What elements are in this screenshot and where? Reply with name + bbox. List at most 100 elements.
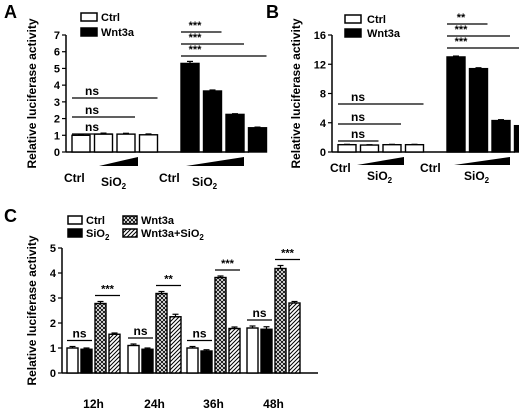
xgroup-b-ctrl-left: Ctrl xyxy=(330,161,351,175)
gradient-wedge-a-left xyxy=(99,157,138,166)
panel-b-wnt3a-bar xyxy=(468,67,489,153)
panel-c-ytick-label: 2 xyxy=(50,318,56,330)
panel-a-ctrl-bar xyxy=(116,133,136,153)
panel-c-ctrl-bar xyxy=(127,344,140,374)
panel-c-wnt3a-sio2-bar xyxy=(169,316,182,374)
panel-a-wnt3a-bar xyxy=(202,90,223,153)
panel-a-ytick-label: 1 xyxy=(54,130,60,142)
panel-c-y-axis-label: Relative luciferase activity xyxy=(25,235,39,385)
panel-c-wnt3a-bar xyxy=(155,292,168,374)
panel-b-ctrl-bar xyxy=(404,143,425,153)
xaxis-groups-b: Ctrl SiO2 Ctrl SiO2 xyxy=(330,157,510,185)
panel-c-sio2-bar xyxy=(260,328,273,374)
panel-a-sig-label: ns xyxy=(85,120,99,134)
legend-b: Ctrl Wnt3a xyxy=(344,14,401,40)
legend-a-wnt3a-label: Wnt3a xyxy=(101,27,135,39)
panel-b-ytick-label: 8 xyxy=(320,89,326,101)
panel-c-sig-label: ns xyxy=(72,327,86,341)
panel-c-plot: 0 1 2 3 4 5 Relative luciferase activity 12h ns *… xyxy=(25,235,318,411)
panel-b-y-axis-label: Relative luciferase activity xyxy=(289,18,303,168)
panel-a-wnt3a-bar xyxy=(225,113,245,153)
panel-b-ctrl-bar xyxy=(337,143,357,153)
panel-c-wnt3a-sio2-bar xyxy=(288,302,301,374)
panel-c-wnt3a-sio2-bar xyxy=(108,333,121,374)
gradient-wedge-b-right xyxy=(454,157,510,165)
legend-c-combo-swatch xyxy=(122,228,138,238)
panel-c-category-label: 36h xyxy=(203,397,224,411)
legend-b-ctrl-swatch xyxy=(344,14,362,24)
panel-c-sio2-bar xyxy=(80,348,93,374)
panel-a-ytick-label: 6 xyxy=(54,47,60,59)
panel-c-sig-label: *** xyxy=(221,258,235,270)
panel-c-ytick-label: 3 xyxy=(50,293,56,305)
panel-b-ytick-label: 16 xyxy=(314,30,326,42)
legend-c-sio2-swatch xyxy=(67,228,83,238)
legend-b-wnt3a-label: Wnt3a xyxy=(367,28,401,40)
panel-a-sig-label: *** xyxy=(189,20,203,32)
panel-c-ctrl-bar xyxy=(186,347,199,374)
xgroup-b-sio2-left: SiO2 xyxy=(367,169,393,185)
legend-c-ctrl-swatch xyxy=(67,215,83,225)
panel-a-wnt3a-bar xyxy=(247,127,268,153)
panel-a-y-axis-label: Relative luciferase activity xyxy=(25,18,39,168)
panel-a-ytick-label: 5 xyxy=(54,63,60,75)
panel-c-wnt3a-bar xyxy=(94,302,107,374)
panel-b-wnt3a-bar xyxy=(491,119,511,153)
panel-c-sig-label: ns xyxy=(192,327,206,341)
gradient-wedge-b-left xyxy=(357,157,404,165)
legend-c: Ctrl SiO2 Wnt3a Wnt3a+SiO2 xyxy=(67,215,204,242)
panel-b-ctrl-bar xyxy=(382,143,402,153)
panel-b-sig-label: ns xyxy=(351,127,365,141)
panel-c-ctrl-bar xyxy=(66,347,79,374)
panel-c-sio2-bar xyxy=(141,348,154,374)
panel-c-ytick-label: 4 xyxy=(50,268,57,280)
xgroup-a-ctrl-left: Ctrl xyxy=(64,171,85,185)
panel-a-ytick-label: 0 xyxy=(54,147,60,159)
panel-b-sig-label: ns xyxy=(351,110,365,124)
legend-c-wnt3a-swatch xyxy=(122,215,138,225)
panel-label-b: B xyxy=(266,2,279,22)
legend-c-combo-label: Wnt3a+SiO2 xyxy=(141,228,204,242)
panel-c-ctrl-bar xyxy=(246,327,259,374)
panel-c-sig-label: ns xyxy=(133,324,147,338)
legend-b-ctrl-label: Ctrl xyxy=(367,14,386,26)
legend-b-wnt3a-swatch xyxy=(344,28,362,38)
panel-b-wnt3a-bar xyxy=(513,124,519,153)
panel-a-ctrl-bar xyxy=(71,134,91,153)
panel-c-ytick-label: 1 xyxy=(50,343,56,355)
panel-b-ytick-label: 4 xyxy=(320,118,327,130)
legend-c-sio2-label: SiO2 xyxy=(86,228,110,242)
panel-b-sig-label: *** xyxy=(455,24,469,36)
panel-a-ytick-label: 7 xyxy=(54,30,60,42)
panel-c-ytick-label: 5 xyxy=(50,243,56,255)
legend-c-ctrl-label: Ctrl xyxy=(86,215,105,227)
gradient-wedge-a-right xyxy=(186,157,244,166)
panel-b-sig-label: ** xyxy=(457,12,466,24)
legend-a-wnt3a-swatch xyxy=(80,27,98,37)
panel-c-wnt3a-bar xyxy=(214,276,227,374)
panel-c-sig-label: *** xyxy=(281,248,295,260)
xgroup-b-ctrl-right: Ctrl xyxy=(420,161,441,175)
panel-a-ytick-label: 2 xyxy=(54,114,60,126)
panel-a-ytick-label: 3 xyxy=(54,97,60,109)
panel-c-wnt3a-bar xyxy=(274,267,287,374)
legend-a: Ctrl Wnt3a xyxy=(80,12,135,39)
panel-a-sig-label: ns xyxy=(85,84,99,98)
panel-c-category-label: 12h xyxy=(83,397,104,411)
panel-c-category-label: 24h xyxy=(144,397,165,411)
panel-c-sig-label: *** xyxy=(101,284,115,296)
panel-a-sig-label: *** xyxy=(189,44,203,56)
panel-a-wnt3a-bar xyxy=(180,62,200,153)
panel-a-ytick-label: 4 xyxy=(54,80,61,92)
xgroup-b-sio2-right: SiO2 xyxy=(464,169,490,185)
panel-c-sio2-bar xyxy=(200,350,213,374)
panel-a-ctrl-bar xyxy=(93,133,114,153)
panel-c-sig-label: ** xyxy=(164,274,173,286)
panel-label-c: C xyxy=(4,206,17,226)
panel-b-sig-label: *** xyxy=(455,36,469,48)
panel-c-sig-label: ns xyxy=(252,306,266,320)
panel-c-ytick-label: 0 xyxy=(50,368,56,380)
panel-a-sig-label: *** xyxy=(189,32,203,44)
xgroup-a-sio2-right: SiO2 xyxy=(192,175,218,191)
